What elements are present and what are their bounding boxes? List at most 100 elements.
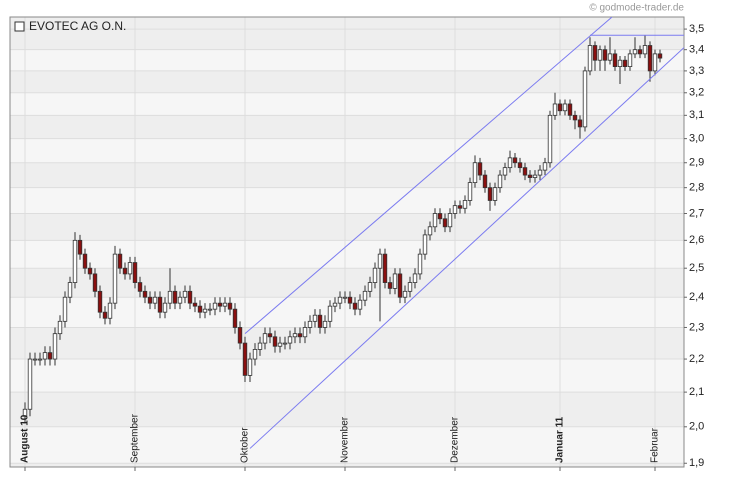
candle-body (457, 205, 463, 209)
candle-body (202, 308, 208, 313)
candle-body (477, 162, 483, 176)
candle-body (247, 358, 253, 376)
candle-body (262, 333, 268, 344)
y-tick-label: 2,1 (689, 386, 704, 398)
bands (10, 17, 684, 467)
candle-body (102, 311, 108, 319)
candle-body (222, 302, 228, 307)
candle-body (47, 352, 53, 360)
candle-body (122, 267, 128, 275)
x-tick-label: November (340, 416, 351, 463)
candle-body (627, 53, 633, 68)
candle-body (87, 267, 93, 275)
chart-title: EVOTEC AG O.N. (29, 19, 126, 33)
candle-body (342, 296, 348, 299)
candle-body (82, 253, 88, 269)
trend-line (244, 17, 613, 335)
candle-body (547, 114, 553, 164)
candle-body (527, 174, 533, 178)
grid-band (10, 426, 684, 464)
title-box (14, 21, 25, 32)
candle-body (647, 45, 653, 72)
candle-body (652, 53, 658, 72)
candle-body (452, 205, 458, 214)
candle-body (657, 53, 663, 59)
y-tick-label: 1,9 (689, 457, 704, 469)
candle-body (172, 290, 178, 304)
plot-frame (9, 16, 685, 468)
candle-body (107, 302, 113, 319)
grid-band (10, 92, 684, 116)
y-tick-label: 2,4 (689, 291, 704, 303)
candle-body (442, 218, 448, 228)
candle-body (152, 296, 158, 304)
candle-body (482, 174, 488, 189)
candle-body (632, 49, 638, 55)
grid-band (10, 187, 684, 214)
candle-body (277, 342, 283, 347)
candle-body (167, 290, 173, 304)
candle-body (97, 290, 103, 313)
candle-body (162, 302, 168, 313)
candle-body (562, 103, 568, 112)
candle-body (572, 114, 578, 121)
candle-body (582, 70, 588, 128)
x-tick-label: Februar (650, 427, 661, 463)
candle-body (142, 290, 148, 298)
grid-band (10, 297, 684, 328)
candle-body (302, 327, 308, 338)
candle-body (567, 103, 573, 116)
candle-body (147, 296, 153, 304)
x-tick-label: Januar 11 (555, 416, 566, 463)
y-tick-label: 3,5 (689, 23, 704, 35)
y-tick-label: 3,3 (689, 65, 704, 77)
candle-body (497, 174, 503, 189)
y-tick-label: 2,3 (689, 321, 704, 333)
candle-body (612, 53, 618, 68)
trend-line (249, 47, 684, 449)
candle-body (517, 162, 523, 169)
candle-body (182, 290, 188, 298)
candle-body (307, 320, 313, 328)
candle-body (322, 320, 328, 328)
candle-body (177, 296, 183, 304)
candle-body (427, 226, 433, 236)
candle-body (557, 103, 563, 112)
candle-body (602, 49, 608, 61)
candle-body (132, 262, 138, 283)
candle-body (217, 302, 223, 307)
candle-body (642, 45, 648, 55)
y-tick-label: 2,7 (689, 207, 704, 219)
candle-body (362, 290, 368, 301)
candle-body (37, 358, 43, 361)
candle-body (67, 282, 73, 298)
y-tick-label: 2,2 (689, 353, 704, 365)
candle-body (197, 305, 203, 313)
candle-body (467, 182, 473, 201)
candle-body (577, 119, 583, 128)
candle-body (137, 282, 143, 292)
candle-body (592, 45, 598, 61)
candle-body (157, 296, 163, 313)
grid-band (10, 49, 684, 71)
candle-body (72, 239, 78, 283)
candle-body (447, 213, 453, 228)
y-tick-label: 3,0 (689, 133, 704, 145)
x-tick-label: Oktober (240, 427, 251, 463)
candle-body (462, 200, 468, 209)
x-tick-label: September (130, 413, 141, 463)
candle-body (212, 302, 218, 310)
candle-body (597, 49, 603, 61)
candle-body (187, 290, 193, 304)
candle-body (257, 342, 263, 350)
candle-body (532, 174, 538, 178)
candle-body (272, 336, 278, 347)
candle-body (367, 282, 373, 292)
candle-body (42, 352, 48, 360)
x-tick-label: August 10 (20, 414, 31, 463)
candle-body (397, 273, 403, 298)
candle-body (127, 262, 133, 275)
candle-body (207, 308, 213, 311)
grid-band (10, 359, 684, 393)
candle-body (637, 49, 643, 55)
